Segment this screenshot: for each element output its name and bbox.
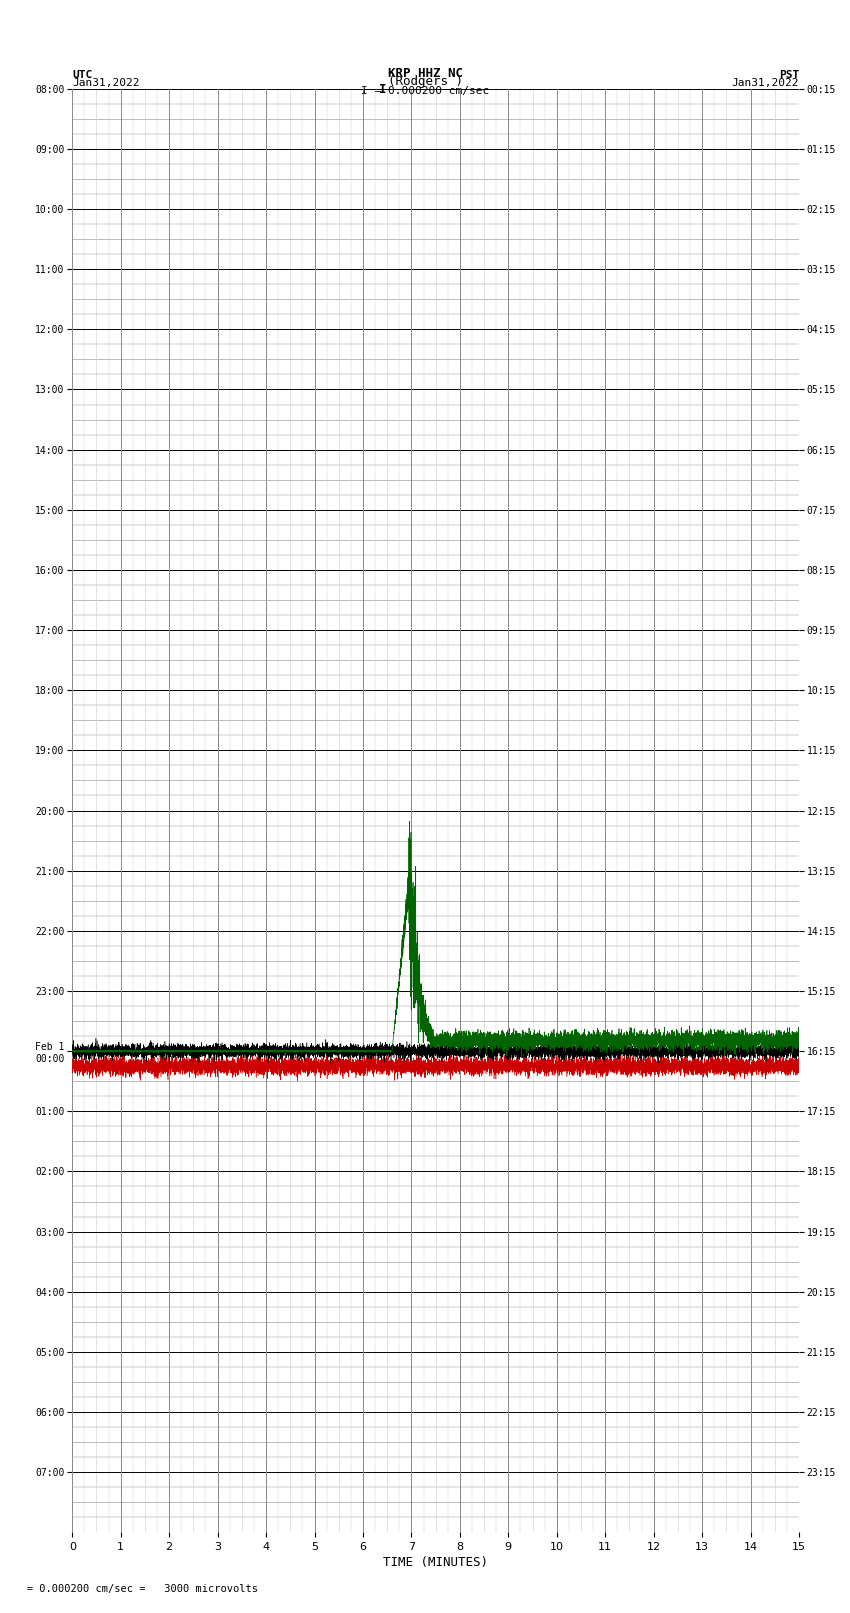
X-axis label: TIME (MINUTES): TIME (MINUTES) xyxy=(383,1557,488,1569)
Text: (Rodgers ): (Rodgers ) xyxy=(388,74,462,87)
Text: I: I xyxy=(379,82,387,97)
Text: KRP HHZ NC: KRP HHZ NC xyxy=(388,66,462,79)
Text: Jan31,2022: Jan31,2022 xyxy=(72,77,139,87)
Text: = 0.000200 cm/sec =   3000 microvolts: = 0.000200 cm/sec = 3000 microvolts xyxy=(8,1584,258,1594)
Text: PST: PST xyxy=(779,69,799,79)
Text: UTC: UTC xyxy=(72,69,93,79)
Text: Jan31,2022: Jan31,2022 xyxy=(732,77,799,87)
Text: I = 0.000200 cm/sec: I = 0.000200 cm/sec xyxy=(361,85,489,97)
